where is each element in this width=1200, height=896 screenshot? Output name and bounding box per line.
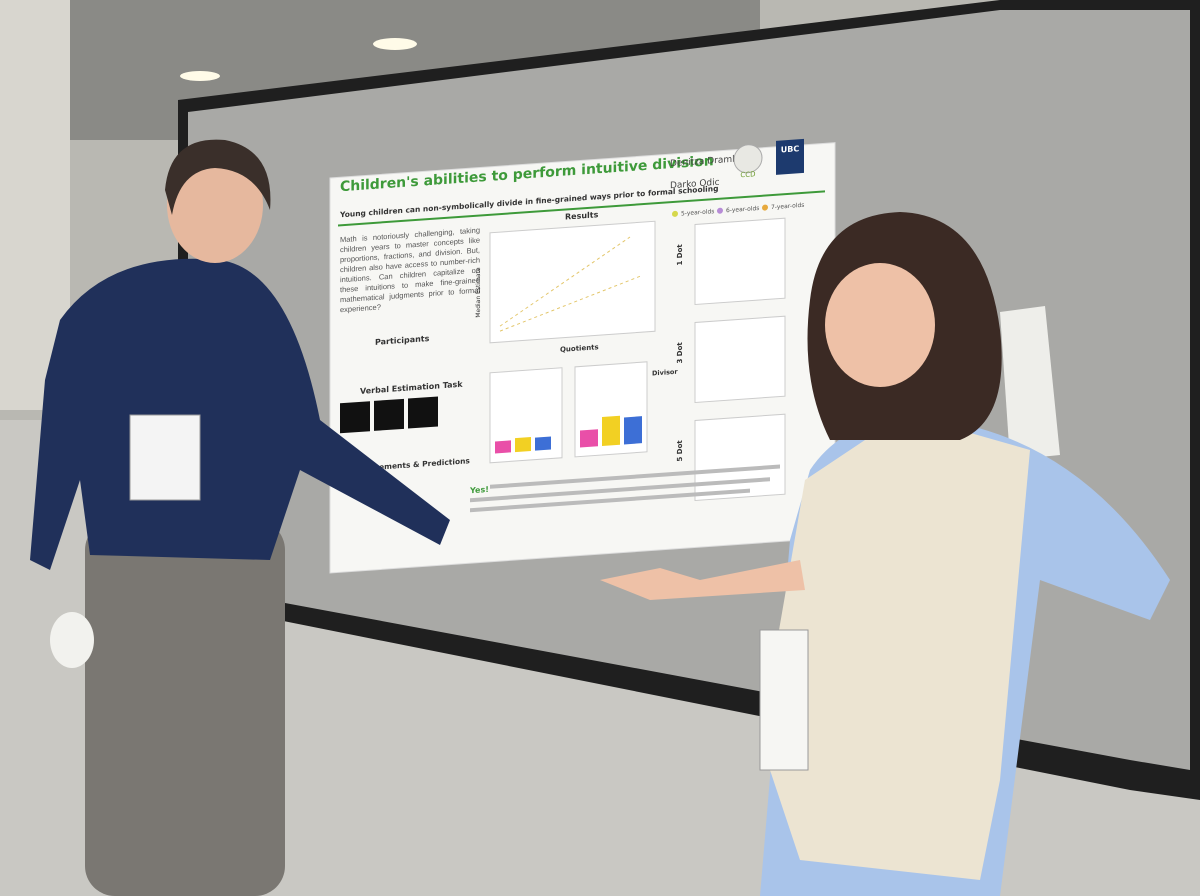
badge: [129, 414, 201, 501]
trend-line: [499, 275, 641, 332]
logo-text: UBC: [781, 144, 800, 154]
ceiling-light: [373, 38, 417, 50]
legend-swatch: [762, 204, 768, 211]
trousers: [85, 520, 285, 896]
panel-plot: [694, 315, 786, 404]
ccd-logo: [733, 144, 763, 174]
conclusion-text-lines: [470, 477, 770, 503]
intro-text: Math is notoriously challenging, taking …: [340, 225, 480, 315]
stimulus: [374, 398, 404, 431]
conclusion: Yes!: [469, 485, 489, 495]
section-heading: Results: [565, 210, 599, 221]
panel-plot: [694, 217, 786, 306]
panel-plot: [694, 413, 786, 502]
section-heading: Participants: [375, 334, 430, 347]
bar: [535, 436, 551, 451]
legend-label: 6-year-olds: [726, 205, 759, 214]
arm: [600, 560, 805, 600]
intro-box: Math is notoriously challenging, taking …: [340, 225, 480, 315]
conclusion-text-lines: [490, 464, 780, 489]
face: [825, 263, 935, 387]
panel-label: 1 Dot: [676, 243, 684, 265]
results-plot: [489, 220, 656, 344]
legend-label: 5-year-olds: [681, 208, 714, 217]
poster: Children's abilities to perform intuitiv…: [329, 138, 836, 574]
vest: [760, 430, 1030, 880]
trend-line: [499, 236, 631, 327]
legend-swatch: [717, 207, 723, 214]
bar: [580, 429, 598, 448]
hair: [165, 139, 271, 215]
bar: [515, 436, 531, 453]
man: [30, 139, 450, 896]
legend-label: 7-year-olds: [771, 202, 804, 211]
stimulus: [340, 401, 370, 434]
coffee-cup: [50, 612, 94, 668]
badge: [759, 629, 809, 771]
bar: [624, 416, 642, 445]
legend-title: Divisor: [652, 368, 678, 378]
ubc-logo: [776, 138, 804, 175]
panel-label: 3 Dot: [676, 341, 684, 363]
axis-label: Quotients: [560, 343, 599, 354]
ceiling-light: [180, 71, 220, 81]
small-sheet: [1000, 306, 1060, 460]
panel-label: 5 Dot: [676, 439, 684, 461]
stimulus: [408, 396, 438, 429]
bar: [495, 440, 511, 454]
axis-label: Median Estimate: [475, 267, 482, 318]
title-rule: [338, 190, 825, 227]
woman: [600, 212, 1170, 896]
legend-swatch: [672, 210, 678, 217]
bar: [602, 415, 620, 446]
author: Darko Odic: [670, 178, 720, 191]
conclusion-text-lines: [470, 488, 750, 513]
logo-text: CCD: [740, 170, 755, 179]
